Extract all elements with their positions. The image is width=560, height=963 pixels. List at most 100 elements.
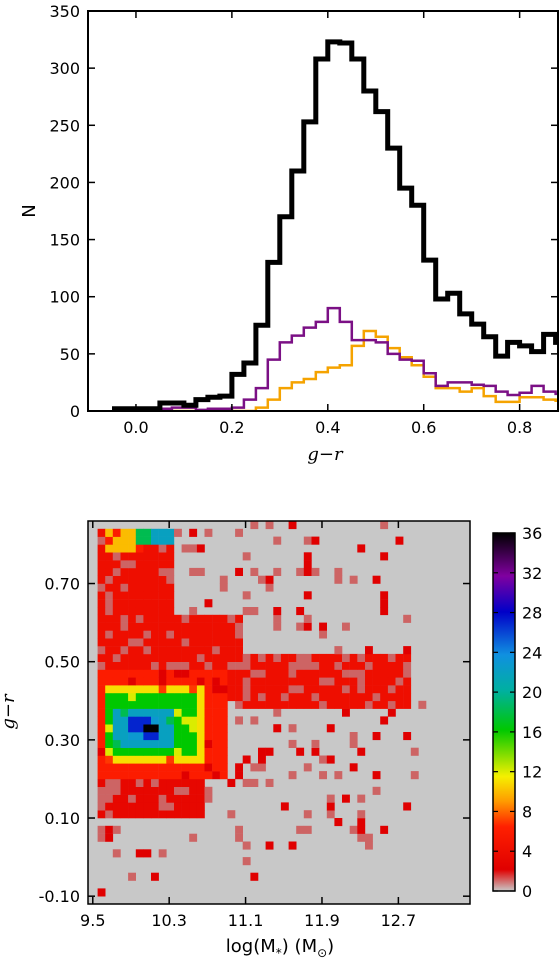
- heatmap-plot-area: [88, 521, 470, 904]
- heatmap-cell: [112, 677, 121, 686]
- heatmap-cell: [250, 567, 259, 576]
- heatmap-cell: [166, 700, 175, 709]
- heatmap-cell: [181, 771, 190, 780]
- heatmap-cell: [181, 755, 190, 764]
- heatmap-cell: [242, 661, 251, 670]
- heatmap-cell: [258, 685, 266, 694]
- heatmap-cell: [196, 685, 205, 694]
- heatmap-cell: [204, 747, 213, 756]
- heatmap-cell: [319, 661, 327, 670]
- heatmap-cell: [326, 810, 335, 819]
- heatmap-cell: [97, 724, 106, 733]
- heatmap-cell: [135, 708, 144, 717]
- heatmap-cell: [181, 677, 190, 686]
- heatmap-cell: [143, 771, 152, 780]
- heatmap-cell: [151, 700, 159, 709]
- heatmap-cell: [120, 560, 129, 569]
- heatmap-cell: [380, 607, 389, 616]
- heatmap-cell: [97, 677, 106, 686]
- heatmap-cell: [166, 528, 175, 537]
- heatmap-cell: [112, 560, 121, 569]
- heatmap-cell: [128, 693, 136, 702]
- heatmap-cell: [189, 708, 198, 717]
- heatmap-cell: [166, 685, 175, 694]
- heatmap-cell: [166, 607, 175, 616]
- heatmap-cell: [120, 552, 129, 561]
- heatmap-cell: [166, 653, 175, 662]
- heatmap-cell: [227, 669, 236, 678]
- heatmap-cell: [311, 739, 320, 748]
- heatmap-cell: [204, 653, 213, 662]
- heatmap-cell: [151, 732, 159, 741]
- heatmap-cell: [143, 685, 152, 694]
- heatmap-cell: [273, 661, 282, 670]
- heatmap-cell: [288, 739, 297, 748]
- heatmap-cell: [395, 653, 404, 662]
- heatmap-cell: [196, 677, 205, 686]
- heatmap-cell: [143, 786, 152, 795]
- heatmap-cell: [235, 763, 243, 772]
- heatmap-cell: [311, 536, 320, 545]
- heatmap-cell: [403, 685, 412, 694]
- heatmap-cell: [120, 802, 129, 811]
- heatmap-cell: [158, 810, 167, 819]
- heatmap-cell: [166, 536, 175, 545]
- heatmap-y-axis-label: g−r: [0, 693, 19, 730]
- heatmap-cell: [212, 739, 221, 748]
- heatmap-cell: [365, 646, 373, 655]
- heatmap-cell: [242, 685, 251, 694]
- heatmap-cell: [196, 755, 205, 764]
- heatmap-cell: [372, 786, 381, 795]
- heatmap-cell: [174, 693, 182, 702]
- heatmap-cell: [151, 630, 159, 639]
- histogram-y-tick-label: 200: [49, 173, 80, 192]
- heatmap-cell: [158, 630, 167, 639]
- heatmap-cell: [97, 567, 106, 576]
- heatmap-cell: [112, 724, 121, 733]
- heatmap-cell: [166, 599, 175, 608]
- heatmap-cell: [112, 669, 121, 678]
- heatmap-cell: [112, 552, 121, 561]
- heatmap-cell: [166, 630, 175, 639]
- heatmap-cell: [212, 716, 221, 725]
- heatmap-cell: [112, 591, 121, 600]
- heatmap-cell: [120, 669, 129, 678]
- heatmap-cell: [151, 708, 159, 717]
- heatmap-cell: [403, 614, 412, 623]
- heatmap-cell: [97, 591, 106, 600]
- heatmap-cell: [135, 638, 144, 647]
- heatmap-cell: [105, 763, 114, 772]
- histogram-y-tick-label: 350: [49, 2, 80, 21]
- heatmap-cell: [97, 599, 106, 608]
- heatmap-cell: [166, 677, 175, 686]
- histogram-y-axis-label: N: [19, 204, 40, 217]
- heatmap-cell: [212, 677, 221, 686]
- heatmap-cell: [219, 677, 228, 686]
- heatmap-cell: [365, 669, 373, 678]
- heatmap-cell: [166, 708, 175, 717]
- heatmap-cell: [158, 575, 167, 584]
- heatmap-cell: [151, 763, 159, 772]
- heatmap-cell: [112, 685, 121, 694]
- heatmap-cell: [196, 810, 205, 819]
- heatmap-cell: [204, 528, 213, 537]
- heatmap-cell: [158, 794, 167, 803]
- heatmap-cell: [395, 661, 404, 670]
- heatmap-cell: [326, 653, 335, 662]
- heatmap-cell: [97, 708, 106, 717]
- heatmap-cell: [105, 575, 114, 584]
- heatmap-cell: [181, 700, 190, 709]
- heatmap-cell: [235, 638, 243, 647]
- heatmap-cell: [120, 575, 129, 584]
- heatmap-cell: [227, 622, 236, 631]
- heatmap-cell: [242, 677, 251, 686]
- heatmap-cell: [273, 677, 282, 686]
- heatmap-cell: [174, 708, 182, 717]
- heatmap-cell: [342, 677, 350, 686]
- heatmap-cell: [112, 810, 121, 819]
- heatmap-cell: [273, 700, 282, 709]
- heatmap-cell: [250, 661, 259, 670]
- heatmap-cell: [174, 677, 182, 686]
- heatmap-cell: [120, 544, 129, 553]
- heatmap-cell: [288, 661, 297, 670]
